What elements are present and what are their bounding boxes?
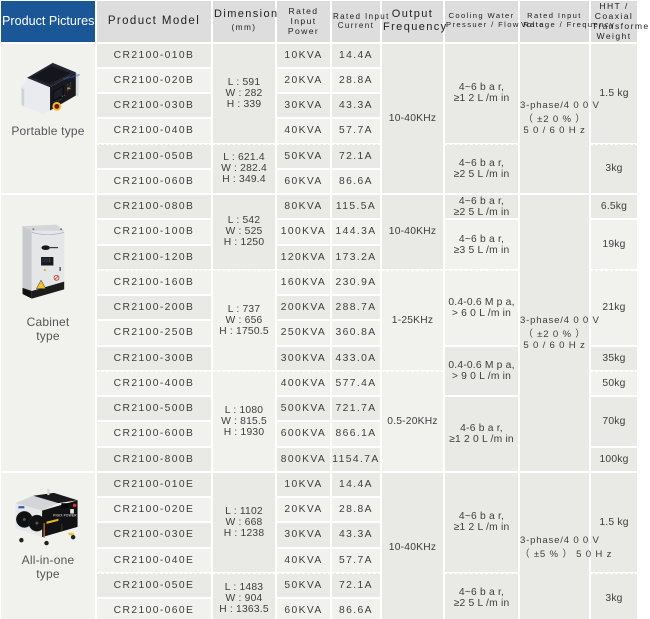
svg-text:PIGIX POWER: PIGIX POWER [53, 513, 77, 517]
svg-text:⚡: ⚡ [39, 283, 44, 288]
